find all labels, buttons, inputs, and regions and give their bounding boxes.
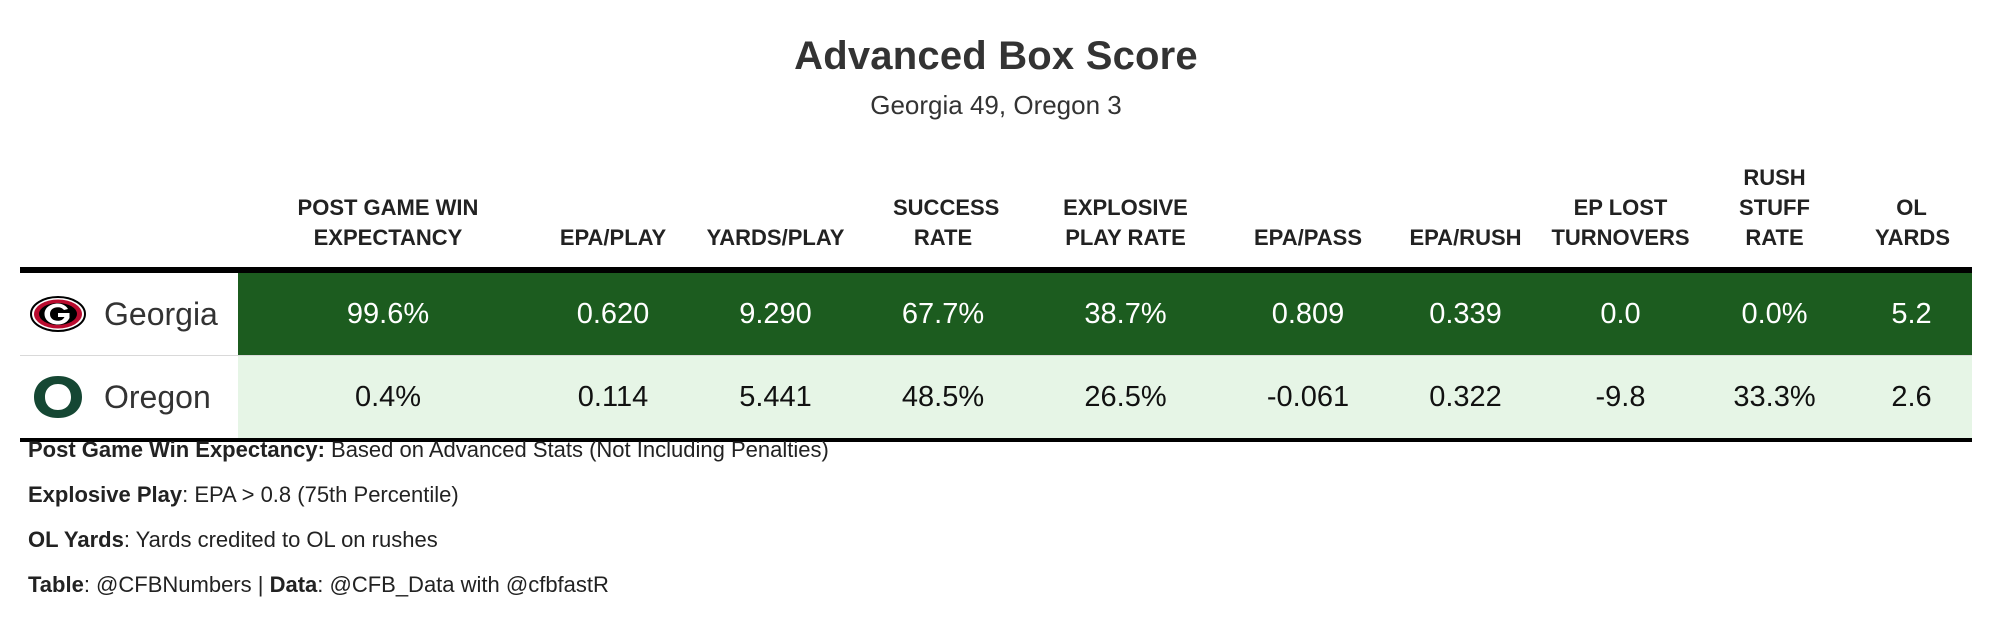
table-cell: 5.2 — [1851, 270, 1972, 356]
table-cell: 0.809 — [1228, 270, 1388, 356]
column-header-ol-yards: OL YARDS — [1851, 145, 1972, 273]
table-cell: -9.8 — [1543, 355, 1698, 442]
table-cell: 2.6 — [1851, 355, 1972, 442]
column-header-yards-play: YARDS/PLAY — [688, 145, 863, 273]
georgia-g-logo-icon — [30, 296, 86, 332]
footnote-term: Explosive Play — [28, 482, 183, 507]
credit-data-value: : @CFB_Data with @cfbfastR — [317, 572, 609, 597]
table-cell: 0.620 — [538, 270, 688, 356]
chart-subtitle: Georgia 49, Oregon 3 — [870, 90, 1122, 120]
header-row: POST GAME WIN EXPECTANCY EPA/PLAY YARDS/… — [20, 145, 1972, 273]
column-header-epa-rush: EPA/RUSH — [1388, 145, 1543, 273]
table-cell: 26.5% — [1023, 355, 1228, 442]
column-header-label: EPA/PASS — [1254, 225, 1362, 250]
column-header-epa-play: EPA/PLAY — [538, 145, 688, 273]
table-cell: 5.441 — [688, 355, 863, 442]
table-cell: 0.0 — [1543, 270, 1698, 356]
credit-table-value: : @CFBNumbers | — [83, 572, 270, 597]
table-cell: 67.7% — [863, 270, 1023, 356]
column-header-success-rate: SUCCESS RATE — [863, 145, 1023, 273]
column-header-label: RUSH STUFF RATE — [1739, 165, 1810, 250]
oregon-o-logo-icon — [34, 376, 82, 418]
column-header-rush-stuff-rate: RUSH STUFF RATE — [1698, 145, 1851, 273]
column-header-label: YARDS/PLAY — [706, 225, 845, 250]
credit-data-label: Data — [269, 572, 318, 597]
team-name: Georgia — [104, 295, 218, 332]
credit-table-label: Table — [28, 572, 84, 597]
column-header-label: OL YARDS — [1875, 195, 1950, 250]
column-header-ep-lost-turnovers: EP LOST TURNOVERS — [1543, 145, 1698, 273]
footnote-ol-yards: OL Yards: Yards credited to OL on rushes — [28, 526, 829, 571]
table-cell: -0.061 — [1228, 355, 1388, 442]
team-name: Oregon — [104, 378, 211, 415]
table-cell: 0.322 — [1388, 355, 1543, 442]
footnote-term: Post Game Win Expectancy: — [28, 437, 325, 462]
column-header-label: SUCCESS RATE — [893, 195, 1000, 250]
table-cell: 33.3% — [1698, 355, 1851, 442]
table-cell: 0.0% — [1698, 270, 1851, 356]
table-cell: 48.5% — [863, 355, 1023, 442]
chart-title: Advanced Box Score — [794, 34, 1198, 78]
column-header-win-expectancy: POST GAME WIN EXPECTANCY — [238, 145, 538, 273]
table-cell: 0.339 — [1388, 270, 1543, 356]
column-header-explosive-play-rate: EXPLOSIVE PLAY RATE — [1023, 145, 1228, 273]
box-score-table: POST GAME WIN EXPECTANCY EPA/PLAY YARDS/… — [20, 145, 1972, 442]
column-header-team — [20, 145, 238, 273]
column-header-label: EPA/RUSH — [1409, 225, 1522, 250]
table-cell: 38.7% — [1023, 270, 1228, 356]
team-cell: Georgia — [20, 270, 238, 356]
source-credits: Table: @CFBNumbers | Data: @CFB_Data wit… — [28, 571, 829, 616]
table-cell: 0.114 — [538, 355, 688, 442]
footnote-term: OL Yards — [28, 527, 124, 552]
column-header-label: EP LOST TURNOVERS — [1551, 195, 1690, 250]
footnote-win-expectancy: Post Game Win Expectancy: Based on Advan… — [28, 436, 829, 481]
footnote-text: Based on Advanced Stats (Not Including P… — [324, 437, 829, 462]
column-header-label: EPA/PLAY — [559, 225, 667, 250]
footnote-text: : Yards credited to OL on rushes — [123, 527, 438, 552]
column-header-epa-pass: EPA/PASS — [1228, 145, 1388, 273]
column-header-label: POST GAME WIN EXPECTANCY — [297, 195, 479, 250]
table-footnotes: Post Game Win Expectancy: Based on Advan… — [28, 436, 829, 616]
table-row-oregon: Oregon 0.4% 0.114 5.441 48.5% 26.5% -0.0… — [20, 355, 1972, 442]
table-cell: 0.4% — [238, 355, 538, 442]
footnote-text: : EPA > 0.8 (75th Percentile) — [182, 482, 459, 507]
table-cell: 9.290 — [688, 270, 863, 356]
footnote-explosive-play: Explosive Play: EPA > 0.8 (75th Percenti… — [28, 481, 829, 526]
table-row-georgia: Georgia 99.6% 0.620 9.290 67.7% 38.7% 0.… — [20, 270, 1972, 356]
column-header-label: EXPLOSIVE PLAY RATE — [1063, 195, 1188, 250]
team-cell: Oregon — [20, 355, 238, 442]
table-cell: 99.6% — [238, 270, 538, 356]
